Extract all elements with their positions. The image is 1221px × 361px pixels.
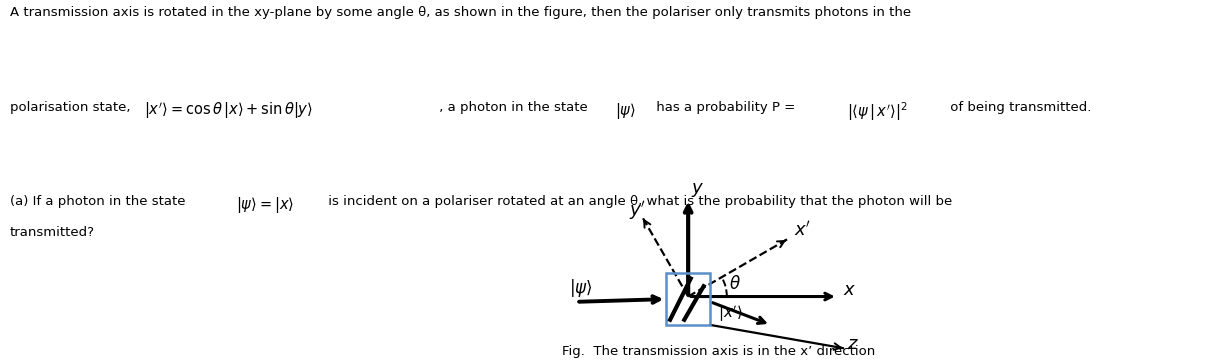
- Text: (a) If a photon in the state: (a) If a photon in the state: [10, 195, 189, 208]
- Text: has a probability P =: has a probability P =: [652, 100, 800, 113]
- Text: $|x'\rangle = \cos\theta\,|x\rangle+\sin\theta|y\rangle$: $|x'\rangle = \cos\theta\,|x\rangle+\sin…: [144, 100, 313, 121]
- Text: $\theta$: $\theta$: [729, 275, 741, 293]
- Text: of being transmitted.: of being transmitted.: [946, 100, 1092, 113]
- Text: $|\psi\rangle$: $|\psi\rangle$: [615, 100, 636, 121]
- Text: $|\psi\rangle$: $|\psi\rangle$: [569, 277, 592, 299]
- Text: $y'$: $y'$: [629, 199, 646, 222]
- Text: $|x'\rangle$: $|x'\rangle$: [718, 304, 742, 325]
- Text: $|\langle\psi\,|\,x'\rangle|^2$: $|\langle\psi\,|\,x'\rangle|^2$: [847, 100, 908, 123]
- Text: $y$: $y$: [691, 181, 705, 199]
- Text: transmitted?: transmitted?: [10, 226, 95, 239]
- Text: Fig.  The transmission axis is in the x’ direction: Fig. The transmission axis is in the x’ …: [563, 345, 875, 358]
- Text: $x$: $x$: [842, 281, 856, 299]
- Text: $z$: $z$: [846, 335, 858, 353]
- Text: is incident on a polariser rotated at an angle θ, what is the probability that t: is incident on a polariser rotated at an…: [324, 195, 952, 208]
- Text: $|\psi\rangle = |x\rangle$: $|\psi\rangle = |x\rangle$: [236, 195, 294, 215]
- Text: polarisation state,: polarisation state,: [10, 100, 139, 113]
- Text: $x'$: $x'$: [794, 221, 811, 240]
- Text: , a photon in the state: , a photon in the state: [435, 100, 592, 113]
- Text: A transmission axis is rotated in the xy-plane by some angle θ, as shown in the : A transmission axis is rotated in the xy…: [10, 6, 911, 19]
- Bar: [667, 273, 711, 325]
